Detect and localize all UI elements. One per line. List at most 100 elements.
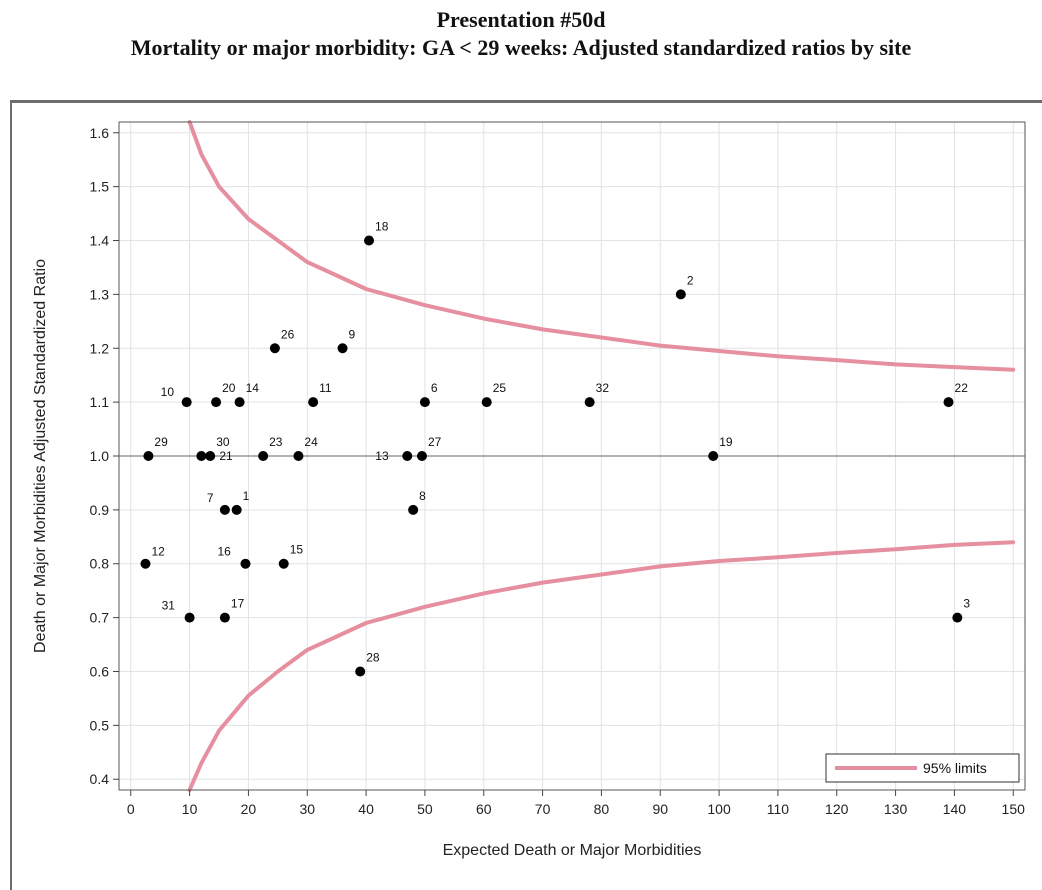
data-point (258, 451, 269, 461)
data-point (308, 397, 319, 408)
y-tick-label: 0.5 (90, 717, 110, 733)
data-point (293, 451, 304, 461)
data-point (952, 612, 963, 623)
data-point (219, 612, 230, 623)
legend-label: 95% limits (923, 760, 987, 776)
chart-subtitle: Mortality or major morbidity: GA < 29 we… (130, 35, 912, 60)
point-label: 25 (493, 381, 507, 395)
point-label: 20 (222, 381, 236, 395)
limit-curves (187, 120, 1016, 792)
y-tick-label: 1.2 (90, 340, 110, 356)
point-label: 28 (366, 650, 380, 664)
x-tick-label: 60 (476, 801, 492, 817)
x-tick-label: 150 (1002, 801, 1026, 817)
limit-curve-upper (187, 120, 1016, 372)
point-label: 23 (269, 435, 283, 449)
point-label: 27 (428, 435, 442, 449)
x-tick-label: 70 (535, 801, 551, 817)
point-label: 17 (231, 597, 245, 611)
data-point (402, 451, 413, 461)
y-tick-label: 0.6 (90, 663, 110, 679)
legend: 95% limits (825, 753, 1020, 783)
x-tick-label: 20 (241, 801, 257, 817)
data-point (355, 666, 366, 677)
y-tick-label: 1.4 (90, 233, 110, 249)
point-label: 13 (375, 449, 389, 463)
y-tick-label: 1.5 (90, 179, 110, 195)
data-point (708, 451, 719, 461)
point-label: 3 (963, 597, 970, 611)
data-point (364, 235, 375, 246)
y-tick-label: 1.6 (90, 125, 110, 141)
point-label: 2 (687, 273, 694, 287)
data-point (205, 451, 216, 461)
point-label: 6 (431, 381, 438, 395)
x-tick-label: 120 (825, 801, 849, 817)
y-tick-label: 1.0 (90, 448, 110, 464)
x-tick-label: 100 (707, 801, 731, 817)
data-point (211, 397, 222, 408)
data-point (419, 397, 430, 408)
x-axis-ticks: 0 10 20 30 40 50 60 70 80 90 100 110 120 130 140 150 (127, 790, 1025, 817)
data-point (675, 289, 686, 300)
point-label: 24 (304, 435, 318, 449)
point-label: 14 (246, 381, 260, 395)
data-point (337, 343, 348, 354)
point-label: 30 (216, 435, 230, 449)
point-label: 18 (375, 220, 389, 234)
data-point (143, 451, 154, 461)
x-tick-label: 80 (594, 801, 610, 817)
y-tick-label: 1.1 (90, 394, 110, 410)
y-tick-label: 0.8 (90, 556, 110, 572)
chart-frame (10, 100, 1042, 890)
x-tick-label: 50 (417, 801, 433, 817)
point-label: 10 (161, 385, 175, 399)
data-point (416, 451, 427, 461)
point-label: 1 (243, 489, 250, 503)
y-axis-label: Death or Major Morbidities Adjusted Stan… (32, 259, 49, 653)
y-tick-label: 0.7 (90, 610, 110, 626)
data-point (481, 397, 492, 408)
point-label: 8 (419, 489, 426, 503)
x-tick-label: 10 (182, 801, 198, 817)
data-point (584, 397, 595, 408)
data-point (184, 612, 195, 623)
point-label: 26 (281, 327, 295, 341)
y-tick-label: 1.3 (90, 286, 110, 302)
limit-curve-lower (187, 540, 1016, 792)
data-point (269, 343, 280, 354)
data-point (196, 451, 207, 461)
point-label: 31 (162, 599, 176, 613)
point-label: 21 (219, 449, 233, 463)
point-label: 12 (151, 545, 165, 559)
chart-title: Presentation #50d (436, 7, 606, 32)
x-axis-label: Expected Death or Major Morbidities (443, 842, 702, 859)
data-point (140, 558, 151, 569)
point-label: 22 (955, 381, 969, 395)
data-point (181, 397, 192, 408)
data-point (231, 504, 242, 515)
data-point (408, 504, 419, 515)
point-label: 32 (596, 381, 610, 395)
point-label: 19 (719, 435, 733, 449)
x-tick-label: 90 (652, 801, 668, 817)
y-axis-ticks: 0.4 0.5 0.6 0.7 0.8 0.9 1.0 1.1 1.2 1.3 1.4 1.5 1.6 (90, 125, 119, 787)
point-label: 15 (290, 543, 304, 557)
point-label: 16 (217, 545, 231, 559)
point-label: 29 (154, 435, 168, 449)
data-point (943, 397, 954, 408)
y-tick-label: 0.9 (90, 502, 110, 518)
x-tick-label: 0 (127, 801, 135, 817)
chart-titles: Presentation #50d Mortality or major mor… (0, 6, 1042, 62)
x-tick-label: 110 (767, 801, 790, 817)
data-point (234, 397, 245, 408)
x-tick-label: 140 (943, 801, 967, 817)
y-tick-label: 0.4 (90, 771, 110, 787)
point-label: 11 (319, 381, 332, 395)
data-point (278, 558, 289, 569)
data-point (240, 558, 251, 569)
x-tick-label: 40 (358, 801, 374, 817)
point-label: 9 (349, 327, 356, 341)
